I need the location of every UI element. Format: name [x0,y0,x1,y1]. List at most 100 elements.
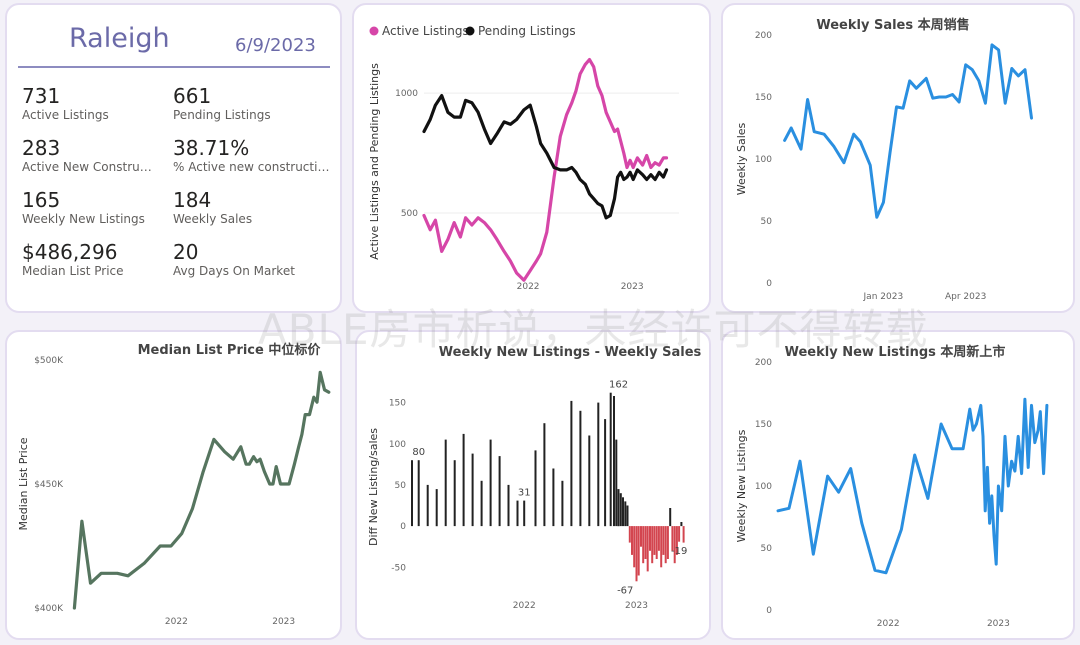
x-tick-label: 2023 [625,601,648,611]
weekly-new-listings-chart: Weekly New Listings 本周新上市 0 50 100 150 200 202… [735,344,1049,629]
chart-title: Median List Price 中位标价 [138,342,322,358]
bar [615,439,618,527]
bar [480,480,483,527]
median-price-chart: Median List Price 中位标价 $400K $450K $500K 202… [17,342,331,627]
bar [666,526,669,559]
bar [561,480,564,527]
bar [613,396,615,527]
bar [543,423,546,527]
bar [664,526,667,564]
data-label: 162 [609,380,628,391]
kpi-pending-listings: 661 Pending Listings [173,84,333,123]
bar [626,505,629,527]
series-line-main [783,43,1033,219]
y-tick-label: 500 [401,209,418,219]
kpi-value: 283 [22,136,61,160]
bar [678,526,681,542]
kpi-value: $486,296 [22,240,118,264]
chart-title: Weekly New Listings - Weekly Sales [439,345,702,360]
y-tick-label: 200 [755,358,772,368]
bar [644,526,647,559]
kpi-median-list-price: $486,296 Median List Price [22,240,182,279]
kpi-card: Raleigh 6/9/2023 731 Active Listings 661… [5,3,342,313]
bar [609,392,612,527]
bar [604,419,607,527]
bar [653,526,656,555]
x-tick-label: 2023 [621,282,644,292]
report-date: 6/9/2023 [235,35,316,56]
y-tick-label: 150 [755,93,772,103]
weekly-sales-chart: Weekly Sales 本周销售 0 50 100 150 200 Jan 2023 Apr… [735,17,1033,302]
kpi-label: % Active new constructions [173,160,333,174]
bar [646,526,649,572]
x-tick-label: 2022 [517,282,540,292]
kpi-label: Active Listings [22,108,109,122]
bar [628,526,631,543]
bar [579,410,582,527]
y-tick-label: $400K [34,604,64,614]
bar [444,439,447,527]
y-axis-label: Active Listings and Pending Listings [368,63,381,260]
chart-title: Weekly New Listings 本周新上市 [785,344,1006,360]
legend-marker [369,26,379,36]
bar [673,526,676,564]
y-tick-label: 0 [766,279,772,289]
kpi-active-listings: 731 Active Listings [22,84,182,123]
y-tick-label: 150 [389,399,406,409]
y-tick-label: 50 [395,481,407,491]
data-label: 31 [518,488,531,499]
bar [617,489,620,527]
y-axis-label: Median List Price [17,437,30,530]
bar [657,526,660,551]
kpi-label: Weekly Sales [173,212,253,226]
bar [680,522,683,527]
bar [552,468,555,527]
kpi-value: 165 [22,188,61,212]
bar [507,484,510,527]
kpi-value: 661 [173,84,212,108]
weekly-sales-chart-card: Weekly Sales 本周销售 0 50 100 150 200 Jan 2023 Apr… [721,3,1075,313]
legend-marker [465,26,475,36]
kpi-label: Pending Listings [173,108,271,122]
bar [633,526,636,568]
bar [417,460,420,527]
chart-title: Weekly Sales 本周销售 [816,17,969,33]
legend-label: Active Listings [382,24,469,38]
bar [462,433,465,527]
kpi-weekly-new-listings: 165 Weekly New Listings [22,188,182,227]
y-tick-label: 100 [389,440,406,450]
bar [516,500,519,527]
x-tick-label: 2022 [165,617,188,627]
bar [624,501,627,527]
y-tick-label: 0 [400,522,406,532]
bar [642,526,645,564]
x-tick-label: 2023 [987,619,1010,629]
y-axis-label: Weekly Sales [735,122,748,195]
active-pending-chart: 500 1000 2022 2023 Active Listings and Pendi… [368,24,679,292]
bar [411,460,413,527]
bar [619,493,622,527]
bar [498,456,501,527]
bar [453,460,456,527]
bar [682,526,685,543]
x-tick-label: Apr 2023 [945,292,986,302]
data-label: 80 [412,447,425,458]
series-line-active-listings [422,57,669,282]
y-axis-label: Weekly New Listings [735,429,748,542]
bar [669,508,672,527]
data-label: -19 [671,546,687,557]
x-tick-label: Jan 2023 [863,292,904,302]
data-label: -67 [617,585,633,596]
bar [637,526,640,576]
active-pending-chart-card: 500 1000 2022 2023 Active Listings and Pendi… [352,3,711,313]
kpi-pct-new-construction: 38.71% % Active new constructions [173,136,333,175]
kpi-value: 20 [173,240,199,264]
diff-listings-sales-chart-card: Weekly New Listings - Weekly Sales -50 0 50… [355,330,711,640]
bar [649,526,651,551]
bar [651,526,654,564]
y-tick-label: $500K [34,356,64,366]
bar [570,400,573,527]
bar [523,500,526,527]
x-tick-label: 2022 [513,601,536,611]
kpi-active-new-construction: 283 Active New Constructi... [22,136,157,175]
